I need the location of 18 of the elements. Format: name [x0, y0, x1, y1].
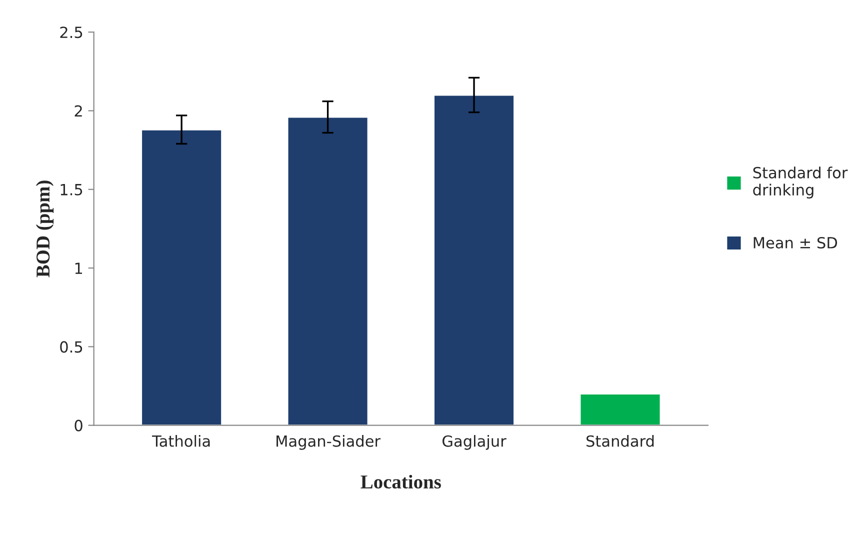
- legend-label: Standard for drinking: [753, 166, 848, 199]
- bar: [433, 94, 515, 426]
- y-tick-label: 1: [75, 262, 82, 274]
- y-tick-label: 0: [74, 420, 82, 432]
- x-tick-label: Tatholia: [152, 435, 210, 447]
- x-tick-label: Standard: [586, 435, 654, 447]
- x-tick-label: Gaglajur: [442, 435, 506, 450]
- y-tick-label: 2.5: [60, 26, 82, 38]
- x-tick-label: Magan-Siader: [276, 435, 381, 450]
- y-tick-label: 0.5: [60, 341, 82, 353]
- y-tick-label: 1.5: [60, 184, 82, 196]
- y-tick-label: 2: [74, 105, 82, 117]
- bar: [579, 393, 662, 426]
- bar: [140, 128, 222, 426]
- y-axis-title: BOD (ppm): [36, 180, 54, 278]
- legend-label: Mean ± SD: [754, 236, 838, 249]
- bar: [286, 116, 369, 426]
- x-axis-title: Locations: [360, 474, 441, 489]
